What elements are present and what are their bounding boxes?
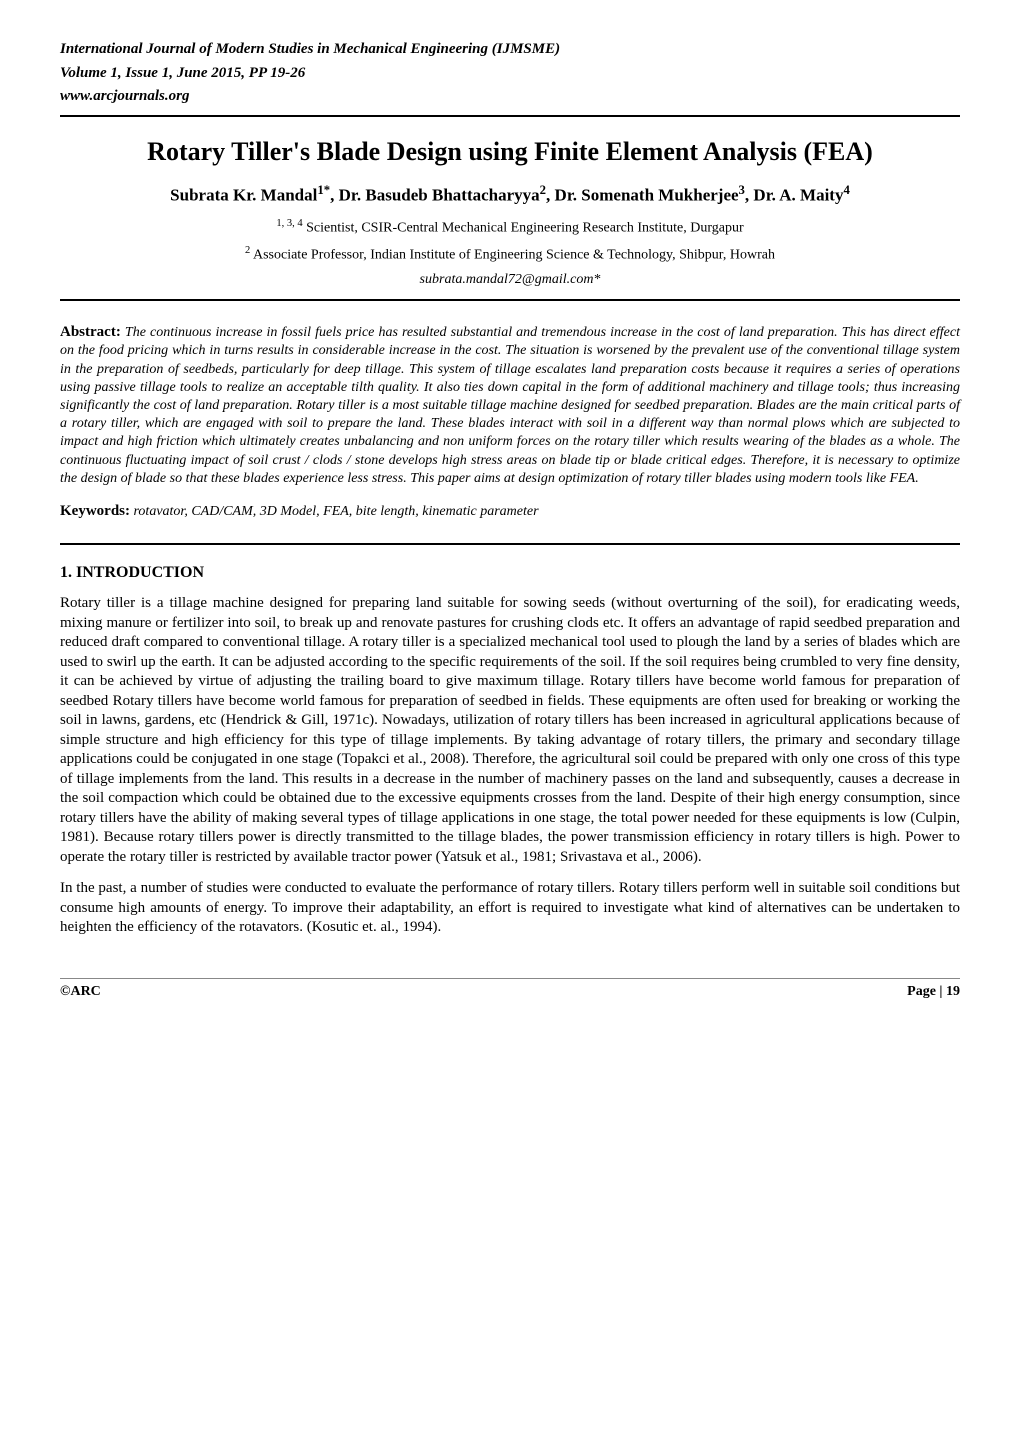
keywords-row: Keywords: rotavator, CAD/CAM, 3D Model, … bbox=[60, 502, 960, 522]
abstract-block: Abstract: The continuous increase in fos… bbox=[60, 299, 960, 546]
email-text: subrata.mandal72@gmail.com* bbox=[420, 272, 601, 287]
journal-website: www.arcjournals.org bbox=[60, 87, 960, 107]
affiliation-1: 1, 3, 4 Scientist, CSIR-Central Mechanic… bbox=[60, 217, 960, 238]
footer-page-number: Page | 19 bbox=[907, 983, 960, 1001]
section-title: INTRODUCTION bbox=[76, 564, 204, 581]
journal-name: International Journal of Modern Studies … bbox=[60, 40, 960, 60]
rule-top bbox=[60, 115, 960, 117]
affiliation-1-text: Scientist, CSIR-Central Mechanical Engin… bbox=[306, 221, 744, 236]
journal-header-block: International Journal of Modern Studies … bbox=[60, 40, 960, 107]
footer-copyright: ©ARC bbox=[60, 983, 101, 1001]
section-heading-intro: 1. INTRODUCTION bbox=[60, 563, 960, 584]
intro-para-2: In the past, a number of studies were co… bbox=[60, 879, 960, 938]
affiliation-2-sup: 2 bbox=[245, 245, 250, 256]
authors-line: Subrata Kr. Mandal1*, Dr. Basudeb Bhatta… bbox=[60, 182, 960, 207]
paper-title: Rotary Tiller's Blade Design using Finit… bbox=[60, 135, 960, 169]
abstract-text: The continuous increase in fossil fuels … bbox=[60, 325, 960, 486]
corresponding-email: subrata.mandal72@gmail.com* bbox=[60, 271, 960, 289]
keywords-label: Keywords: bbox=[60, 503, 130, 519]
affiliation-2-text: Associate Professor, Indian Institute of… bbox=[253, 248, 775, 263]
section-number: 1. bbox=[60, 564, 72, 581]
affiliation-2: 2 Associate Professor, Indian Institute … bbox=[60, 244, 960, 265]
page-footer: ©ARC Page | 19 bbox=[60, 978, 960, 1001]
intro-para-1: Rotary tiller is a tillage machine desig… bbox=[60, 594, 960, 867]
affiliation-1-sup: 1, 3, 4 bbox=[276, 218, 302, 229]
abstract-paragraph: Abstract: The continuous increase in fos… bbox=[60, 323, 960, 488]
abstract-label: Abstract: bbox=[60, 324, 121, 340]
keywords-text: rotavator, CAD/CAM, 3D Model, FEA, bite … bbox=[134, 504, 539, 519]
journal-issue: Volume 1, Issue 1, June 2015, PP 19-26 bbox=[60, 64, 960, 84]
